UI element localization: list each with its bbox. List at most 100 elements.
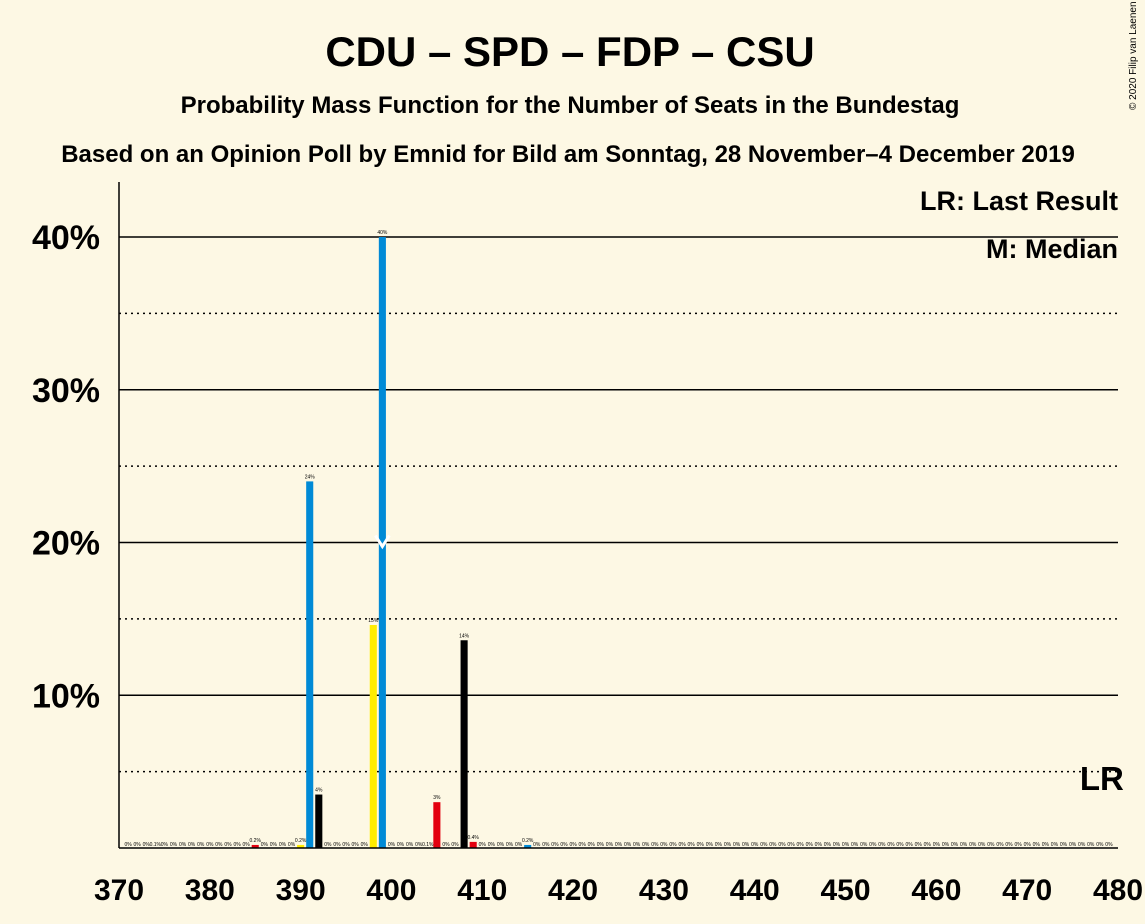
bar-label: 3% [433,795,441,801]
bar [315,794,323,848]
zero-label: 0% [270,842,278,848]
zero-label: 0% [206,842,214,848]
bar-label: 0.2% [295,838,307,844]
y-tick-label: 30% [32,372,100,410]
median-marker-chevron [374,534,391,550]
zero-label: 0% [597,842,605,848]
zero-label: 0% [715,842,723,848]
zero-label: 0% [878,842,886,848]
zero-label: 0% [797,842,805,848]
x-tick-label: 410 [457,874,507,907]
zero-label: 0% [1069,842,1077,848]
zero-label: 0% [243,842,251,848]
zero-label: 0% [642,842,650,848]
chart-subtitle: Probability Mass Function for the Number… [181,92,960,119]
bar-label: 15% [368,618,379,624]
bar [433,802,441,848]
zero-label: 0% [1042,842,1050,848]
bar [524,844,532,848]
zero-label: 0% [161,842,169,848]
y-axis-labels: 10% 20% 30% 40% [32,219,100,715]
bar-label: 0.4% [467,835,479,841]
bar-label: 0.2% [522,838,534,844]
zero-label: 0% [406,842,414,848]
zero-label: 0% [860,842,868,848]
zero-label: 0% [542,842,550,848]
zero-label: 0% [697,842,705,848]
zero-label: 0% [824,842,832,848]
zero-label: 0% [479,842,487,848]
zero-label: 0% [342,842,350,848]
zero-label: 0% [660,842,668,848]
zero-label: 0% [215,842,223,848]
zero-label: 0% [569,842,577,848]
bar-label: 24% [305,474,316,480]
zero-label: 0% [261,842,269,848]
zero-label: 0% [678,842,686,848]
zero-label: 0% [170,842,178,848]
zero-label: 0% [415,842,423,848]
zero-label: 0% [733,842,741,848]
bar-label: 40% [377,230,388,236]
zero-label: 0% [560,842,568,848]
zero-label: 0% [533,842,541,848]
chart-title: CDU – SPD – FDP – CSU [325,28,814,75]
bar [297,844,305,848]
legend-median: M: Median [986,234,1118,264]
zero-label: 0% [987,842,995,848]
bar [469,841,477,848]
zero-label: 0% [842,842,850,848]
x-tick-label: 400 [366,874,416,907]
x-tick-label: 480 [1093,874,1143,907]
zero-label: 0% [933,842,941,848]
zero-label: 0% [1014,842,1022,848]
zero-label: 0% [497,842,505,848]
bar [378,237,386,848]
x-tick-label: 370 [94,874,144,907]
zero-label: 0% [1078,842,1086,848]
zero-label: 0% [179,842,187,848]
zero-label: 0% [1060,842,1068,848]
zero-label: 0% [397,842,405,848]
bar-label: 0.1% [422,842,434,848]
zero-label: 0% [724,842,732,848]
zero-label: 0% [969,842,977,848]
zero-label: 0% [615,842,623,848]
x-tick-label: 420 [548,874,598,907]
zero-label: 0% [1024,842,1032,848]
x-tick-label: 470 [1002,874,1052,907]
zero-label: 0% [224,842,232,848]
zero-label: 0% [1087,842,1095,848]
bar-labels: 24% 4% 15% 40% 3% 14% 0.4% 0.2% 0.2% 0.2% 0.1% 0.1% [150,230,534,848]
zero-label: 0% [197,842,205,848]
zero-label: 0% [188,842,196,848]
zero-label: 0% [143,842,151,848]
zero-label: 0% [706,842,714,848]
zero-labels: 0% 0% 0% 0% 0% 0% 0% 0% 0% 0% 0% 0% 0% 0% 0% 0% 0% 0% 0% 0%… [124,842,1113,848]
zero-label: 0% [1105,842,1113,848]
zero-label: 0% [1051,842,1059,848]
zero-label: 0% [233,842,241,848]
zero-label: 0% [915,842,923,848]
zero-label: 0% [978,842,986,848]
y-tick-label: 20% [32,525,100,563]
x-tick-label: 390 [276,874,326,907]
zero-label: 0% [887,842,895,848]
zero-label: 0% [942,842,950,848]
zero-label: 0% [606,842,614,848]
zero-label: 0% [333,842,341,848]
zero-label: 0% [324,842,332,848]
zero-label: 0% [815,842,823,848]
zero-label: 0% [442,842,450,848]
zero-label: 0% [742,842,750,848]
zero-label: 0% [778,842,786,848]
last-result-label: LR [1080,760,1124,797]
zero-label: 0% [924,842,932,848]
zero-label: 0% [806,842,814,848]
zero-label: 0% [851,842,859,848]
bar-label: 0.2% [250,838,262,844]
y-tick-label: 10% [32,677,100,715]
zero-label: 0% [769,842,777,848]
x-tick-label: 380 [185,874,235,907]
x-tick-label: 460 [911,874,961,907]
